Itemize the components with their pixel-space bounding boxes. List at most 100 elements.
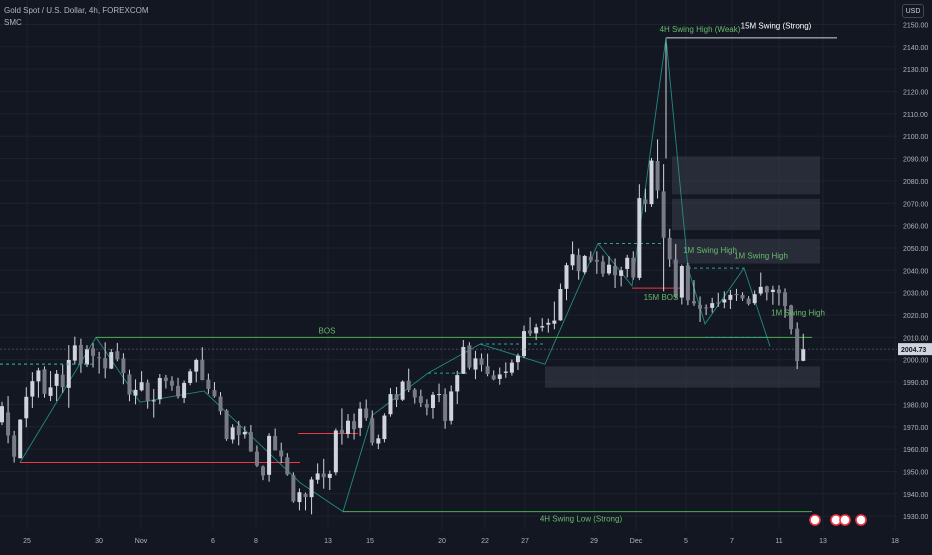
candle-body [163,377,168,381]
candle-body [242,431,247,435]
currency-button[interactable]: USD [902,4,924,18]
candle-body [321,473,326,478]
candle-body [169,380,174,386]
x-tick-label: Dec [630,538,643,545]
y-tick-label: 2030.00 [903,291,928,298]
candle-body [764,286,769,293]
candle-body [84,349,89,365]
x-tick-label: Nov [135,538,148,545]
candle-body [661,191,666,238]
candle-body [12,435,17,457]
candle-body [188,371,193,383]
order-block-zone [545,366,820,388]
candle-body [449,391,454,421]
candle-body [6,412,11,436]
candle-body [339,429,344,434]
symbol-title: Gold Spot / U.S. Dollar, 4h, FOREXCOM [4,6,149,15]
candle-body [358,408,363,428]
event-icon [839,514,851,526]
candle-body [776,289,781,294]
last-price-label: 2004.73 [901,347,926,354]
candle-body [206,379,211,389]
order-block-zone [672,198,820,231]
x-tick-label: 27 [521,538,529,545]
candle-body [230,427,235,440]
candle-body [625,257,630,269]
candle-body [48,387,53,396]
y-tick-label: 2110.00 [903,112,928,119]
candle-body [704,307,709,309]
x-tick-label: 13 [819,538,827,545]
indicator-name[interactable]: SMC [4,18,22,27]
y-tick-label: 1970.00 [903,425,928,432]
candle-body [564,265,569,289]
y-tick-label: 1990.00 [903,380,928,387]
bos-label: BOS [319,326,336,335]
x-tick-label: 7 [730,538,734,545]
candle-body [412,389,417,398]
candle-body [72,345,77,361]
candle-body [36,370,41,382]
candle-body [382,415,387,440]
candle-body [151,400,156,402]
candle-body [685,265,690,301]
candle-body [157,378,162,400]
candle-body [315,473,320,480]
candle-body [515,355,520,363]
candle-body [461,346,466,374]
candle-body [430,394,435,408]
x-tick-label: 15 [366,538,374,545]
candle-body [309,479,314,498]
event-icon [855,514,867,526]
candle-body [406,380,411,390]
candle-body [297,492,302,503]
y-tick-label: 2040.00 [903,268,928,275]
candle-body [254,451,259,466]
candle-body [60,374,65,388]
candle-body [746,298,751,304]
candle-body [182,382,187,398]
candle-body [722,299,727,303]
candle-body [570,254,575,266]
x-tick-label: 8 [254,538,258,545]
candle-body [607,264,611,274]
candle-body [655,161,660,191]
candle-body [291,475,296,502]
candle-body [789,305,794,330]
candle-body [418,396,423,403]
y-tick-label: 2000.00 [903,358,928,365]
candle-body [200,359,205,381]
y-tick-label: 2130.00 [903,67,928,74]
candle-body [643,199,648,204]
candle-body [455,375,460,392]
candle-body [534,327,539,334]
swing-high-1m-label: 1M Swing High [734,251,788,260]
x-tick-label: 6 [211,538,215,545]
candle-body [333,430,338,473]
x-tick-label: 5 [684,538,688,545]
candle-body [30,381,35,397]
candle-body [600,261,605,274]
candle-body [127,374,132,395]
candle-body [752,294,757,304]
y-tick-label: 2060.00 [903,224,928,231]
candle-body [540,326,545,328]
candle-body [740,294,745,299]
candle-body [491,375,496,380]
candle-body [248,432,253,452]
bos-15m-label: 15M BOS [644,293,679,302]
candle-body [303,493,308,498]
candle-body [394,394,399,400]
y-tick-label: 2120.00 [903,90,928,97]
candle-body [546,322,551,325]
y-tick-label: 2010.00 [903,335,928,342]
candle-body [261,466,266,476]
candle-body [522,331,527,357]
event-icon [809,514,821,526]
candle-body [582,255,587,273]
candle-body [479,358,484,365]
y-tick-label: 1950.00 [903,469,928,476]
candle-body [18,419,23,459]
